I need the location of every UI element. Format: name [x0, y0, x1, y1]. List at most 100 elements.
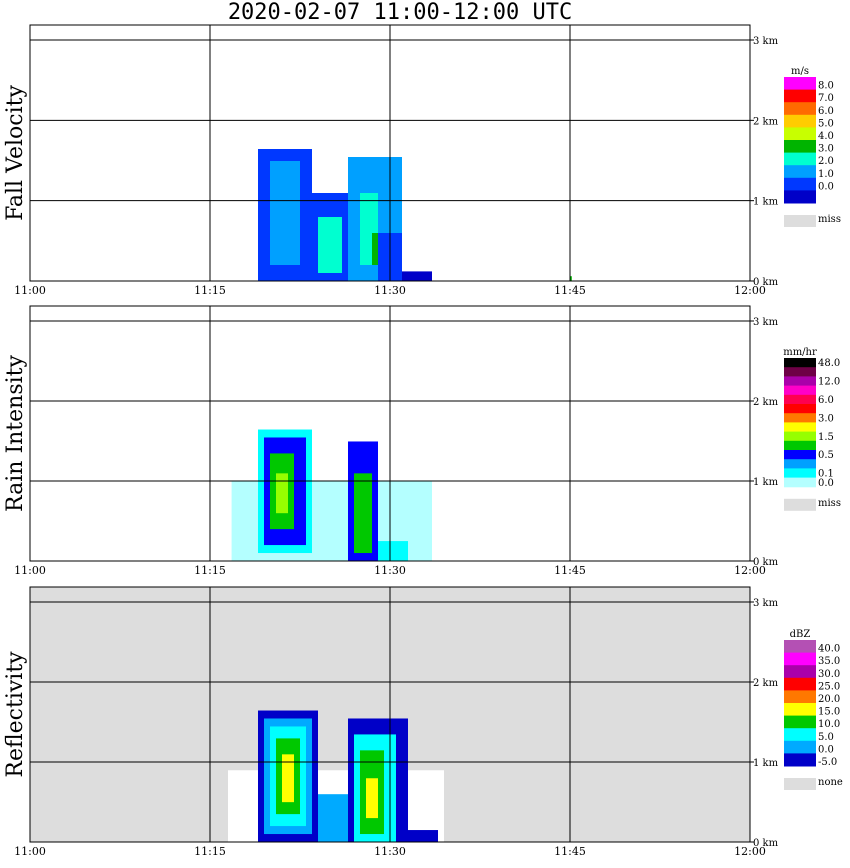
reflectivity-legend-miss-label: none	[818, 777, 843, 788]
reflectivity-legend-swatch	[784, 640, 816, 654]
rain-intensity-y-tick-label: 1 km	[753, 477, 779, 488]
reflectivity-y-tick-label: 0 km	[753, 838, 779, 849]
rain-intensity-legend-swatch	[784, 413, 816, 423]
reflectivity-legend-label: 10.0	[818, 719, 840, 730]
fall-velocity-legend-swatch	[784, 127, 816, 141]
rain-intensity-legend-swatch	[784, 394, 816, 405]
fall-velocity-legend-swatch	[784, 177, 816, 191]
reflectivity-legend-label: 5.0	[818, 732, 834, 743]
rain-intensity-y-tick-label: 0 km	[753, 557, 779, 568]
fall-velocity-legend-label: 8.0	[818, 81, 834, 92]
fall-velocity-echo-cell	[270, 161, 300, 265]
reflectivity-y-tick-label: 3 km	[753, 598, 779, 609]
rain-intensity-legend-miss-label: miss	[818, 498, 841, 509]
reflectivity-legend-label: 35.0	[818, 656, 840, 667]
reflectivity-echo-cell	[408, 830, 438, 842]
rain-intensity-echo-cell	[378, 541, 408, 561]
rain-intensity-x-tick-label: 11:00	[14, 564, 46, 577]
reflectivity-x-tick-label: 12:00	[734, 845, 766, 858]
reflectivity-legend-label: 40.0	[818, 644, 840, 655]
fall-velocity-legend-label: 6.0	[818, 106, 834, 117]
fall-velocity-echo-cell	[318, 217, 342, 273]
rain-intensity-x-tick-label: 12:00	[734, 564, 766, 577]
fall-velocity-legend-swatch	[784, 114, 816, 128]
fall-velocity-legend-swatch	[784, 89, 816, 103]
rain-intensity-frame	[29, 305, 751, 562]
reflectivity-legend-swatch	[784, 715, 816, 729]
rain-intensity-legend-swatch	[784, 468, 816, 479]
reflectivity-legend-label: 30.0	[818, 669, 840, 680]
rain-intensity-legend-unit: mm/hr	[783, 347, 817, 358]
fall-velocity-legend-swatch	[784, 102, 816, 116]
rain-intensity-legend-swatch	[784, 477, 816, 488]
fall-velocity-x-tick-label: 12:00	[734, 284, 766, 297]
fall-velocity-x-tick-label: 11:00	[14, 284, 46, 297]
fall-velocity-echo-cell	[372, 233, 381, 265]
reflectivity-x-tick-label: 11:00	[14, 845, 46, 858]
rain-intensity-legend-swatch	[784, 358, 816, 368]
fall-velocity-legend-swatch	[784, 190, 816, 204]
reflectivity-y-tick-label: 1 km	[753, 758, 779, 769]
fall-velocity-panel-label: Fall Velocity	[3, 85, 28, 221]
reflectivity-legend-swatch	[784, 690, 816, 704]
fall-velocity-legend-swatch	[784, 140, 816, 154]
reflectivity-legend-unit: dBZ	[790, 629, 811, 640]
rain-intensity-legend-label: 0.0	[818, 478, 834, 489]
reflectivity-legend-label: 25.0	[818, 681, 840, 692]
fall-velocity-legend-swatch	[784, 77, 816, 91]
rain-intensity-x-tick-label: 11:30	[374, 564, 406, 577]
rain-intensity-legend-label: 0.1	[818, 469, 834, 480]
rain-intensity-legend-label: 0.5	[818, 450, 834, 461]
reflectivity-echo-cell	[366, 778, 378, 819]
reflectivity-legend-label: 15.0	[818, 707, 840, 718]
rain-intensity-legend-label: 6.0	[818, 395, 834, 406]
rain-intensity-panel-label: Rain Intensity	[3, 354, 28, 511]
fall-velocity-y-tick-label: 0 km	[753, 277, 779, 288]
fall-velocity-legend-label: 2.0	[818, 156, 834, 167]
fall-velocity-legend-label: 1.0	[818, 169, 834, 180]
rain-intensity-legend-swatch	[784, 431, 816, 442]
fall-velocity-echo-cell	[402, 271, 432, 281]
rain-intensity-x-tick-label: 11:45	[554, 564, 586, 577]
fall-velocity-y-tick-label: 2 km	[753, 116, 779, 127]
reflectivity-legend-label: 20.0	[818, 694, 840, 705]
fall-velocity-frame	[29, 24, 751, 282]
fall-velocity-x-tick-label: 11:30	[374, 284, 406, 297]
fall-velocity-legend-miss-swatch	[784, 215, 816, 227]
reflectivity-legend-label: 0.0	[818, 744, 834, 755]
fall-velocity-legend-label: 5.0	[818, 118, 834, 129]
fall-velocity-echo-cell	[570, 276, 572, 281]
reflectivity-frame	[29, 586, 751, 843]
chart-title: 2020-02-07 11:00-12:00 UTC	[227, 0, 573, 25]
rain-intensity-legend-label: 48.0	[818, 358, 840, 369]
fall-velocity-legend-label: 4.0	[818, 131, 834, 142]
reflectivity-legend-swatch	[784, 665, 816, 679]
reflectivity-legend-swatch	[784, 652, 816, 666]
reflectivity-x-tick-label: 11:15	[194, 845, 226, 858]
reflectivity-legend-label: -5.0	[818, 757, 837, 768]
rain-intensity-echo-cell	[354, 473, 372, 554]
rain-intensity-legend-swatch	[784, 440, 816, 451]
fall-velocity-legend-miss-label: miss	[818, 214, 841, 225]
fall-velocity-legend-swatch	[784, 152, 816, 166]
rain-intensity-legend-label: 3.0	[818, 413, 834, 424]
reflectivity-legend-swatch	[784, 703, 816, 717]
rain-intensity-legend-label: 12.0	[818, 377, 840, 388]
rain-intensity-x-tick-label: 11:15	[194, 564, 226, 577]
rain-intensity-legend-swatch	[784, 459, 816, 469]
rain-intensity-legend-swatch	[784, 385, 816, 396]
fall-velocity-legend-label: 7.0	[818, 93, 834, 104]
reflectivity-x-tick-label: 11:30	[374, 845, 406, 858]
reflectivity-legend-swatch	[784, 728, 816, 742]
fall-velocity-x-tick-label: 11:45	[554, 284, 586, 297]
rain-intensity-legend-label: 1.5	[818, 432, 834, 443]
reflectivity-x-tick-label: 11:45	[554, 845, 586, 858]
rain-intensity-legend-swatch	[784, 367, 816, 377]
rain-intensity-y-tick-label: 3 km	[753, 317, 779, 328]
reflectivity-legend-swatch	[784, 677, 816, 691]
reflectivity-legend-swatch	[784, 753, 816, 767]
reflectivity-panel-label: Reflectivity	[3, 651, 28, 778]
fall-velocity-legend-label: 3.0	[818, 144, 834, 155]
reflectivity-y-tick-label: 2 km	[753, 678, 779, 689]
fall-velocity-y-tick-label: 3 km	[753, 36, 779, 47]
